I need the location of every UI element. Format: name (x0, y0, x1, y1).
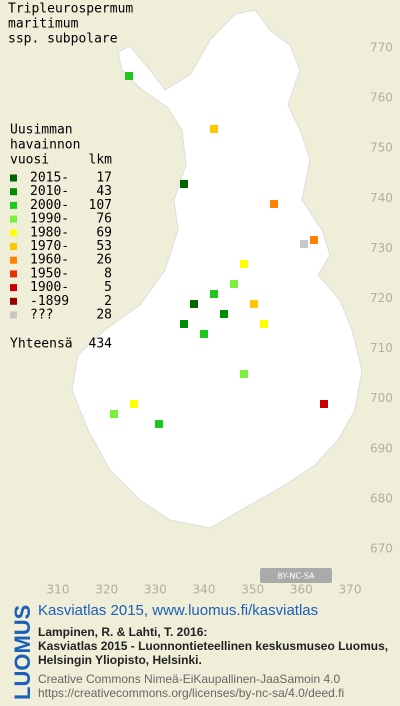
legend-count: 43 (96, 184, 112, 199)
legend-swatch (10, 243, 17, 250)
record-square (125, 72, 133, 80)
x-tick-label: 330 (144, 583, 167, 597)
legend-total-label: Yhteensä (10, 337, 73, 352)
x-tick-label: 370 (339, 583, 362, 597)
record-square (300, 240, 308, 248)
title-line: ssp. subpolare (8, 32, 118, 47)
license-text: https://creativecommons.org/licenses/by-… (38, 686, 344, 700)
legend-label: 1900- (30, 280, 69, 295)
legend-count: 5 (104, 280, 112, 295)
record-square (250, 300, 258, 308)
legend-label: 2000- (30, 198, 69, 213)
legend-count: 28 (96, 308, 112, 323)
y-tick-label: 730 (370, 241, 393, 255)
legend-count: 107 (89, 198, 112, 213)
legend-label: 1960- (30, 253, 69, 268)
x-tick-label: 310 (47, 583, 70, 597)
legend-swatch (10, 188, 17, 196)
citation: Lampinen, R. & Lahti, T. 2016: (38, 625, 207, 639)
record-square (260, 320, 268, 328)
record-square (180, 180, 188, 188)
citation: Kasviatlas 2015 - Luonnontieteellinen ke… (38, 639, 388, 653)
atlas-link[interactable]: Kasviatlas 2015, www.luomus.fi/kasviatla… (38, 602, 318, 619)
license-badge-box (260, 568, 332, 583)
y-tick-label: 740 (370, 191, 393, 205)
brand: LUOMUS (10, 605, 35, 700)
legend-heading: havainnon (10, 138, 80, 153)
record-squares (110, 72, 328, 428)
y-tick-label: 670 (370, 542, 393, 556)
x-tick-label: 320 (95, 583, 118, 597)
record-square (155, 420, 163, 428)
legend-label: ??? (30, 308, 53, 323)
legend-total: 434 (89, 337, 113, 352)
legend-count: 53 (96, 239, 112, 254)
legend-label: 1980- (30, 225, 69, 240)
legend-count: 69 (96, 225, 112, 240)
record-square (320, 400, 328, 408)
record-square (180, 320, 188, 328)
record-square (210, 125, 218, 133)
record-square (190, 300, 198, 308)
y-tick-label: 710 (370, 341, 393, 355)
y-tick-label: 760 (370, 91, 393, 105)
finland-outline (71, 9, 363, 529)
x-tick-label: 350 (241, 583, 264, 597)
legend-label: 1970- (30, 239, 69, 254)
legend-count-heading: lkm (89, 153, 113, 168)
legend-count: 17 (96, 171, 112, 186)
record-square (110, 410, 118, 418)
legend-swatch (10, 201, 17, 209)
legend-count: 76 (96, 212, 112, 227)
x-tick-label: 360 (290, 583, 313, 597)
y-tick-label: 770 (370, 41, 393, 55)
y-tick-label: 700 (370, 391, 393, 405)
record-square (240, 260, 248, 268)
record-square (230, 280, 238, 288)
legend-swatch (10, 270, 17, 278)
record-square (310, 236, 318, 244)
legend-count: 26 (96, 253, 112, 268)
y-tick-label: 680 (370, 491, 393, 505)
legend-swatch (10, 284, 17, 292)
legend-swatch (10, 256, 17, 264)
legend-swatch (10, 174, 17, 182)
legend-label: 2010- (30, 184, 69, 199)
legend-count: 8 (104, 266, 112, 281)
legend-swatch (10, 297, 17, 305)
y-tick-label: 750 (370, 141, 393, 155)
record-square (270, 200, 278, 208)
legend-label: 1990- (30, 212, 69, 227)
legend-count: 2 (104, 294, 112, 309)
record-square (240, 370, 248, 378)
y-tick-label: 720 (370, 291, 393, 305)
legend-label: 2015- (30, 171, 69, 186)
legend-swatch (10, 215, 17, 223)
x-tick-label: 340 (193, 583, 216, 597)
license-badge: BY-NC-SA (277, 572, 315, 581)
legend-heading: vuosi (10, 153, 49, 168)
record-square (130, 400, 138, 408)
y-tick-label: 690 (370, 441, 393, 455)
record-square (210, 290, 218, 298)
legend-heading: Uusimman (10, 123, 73, 138)
legend-label: -1899 (30, 294, 69, 309)
record-square (220, 310, 228, 318)
title-line: maritimum (8, 17, 79, 32)
title-line: Tripleurospermum (8, 2, 133, 17)
license-text: Creative Commons Nimeä-EiKaupallinen-Jaa… (38, 672, 340, 686)
legend-label: 1950- (30, 266, 69, 281)
legend-swatch (10, 229, 17, 237)
brand-strip (0, 598, 32, 702)
citation: Helsingin Yliopisto, Helsinki. (38, 653, 202, 667)
legend-swatch (10, 311, 17, 319)
record-square (200, 330, 208, 338)
